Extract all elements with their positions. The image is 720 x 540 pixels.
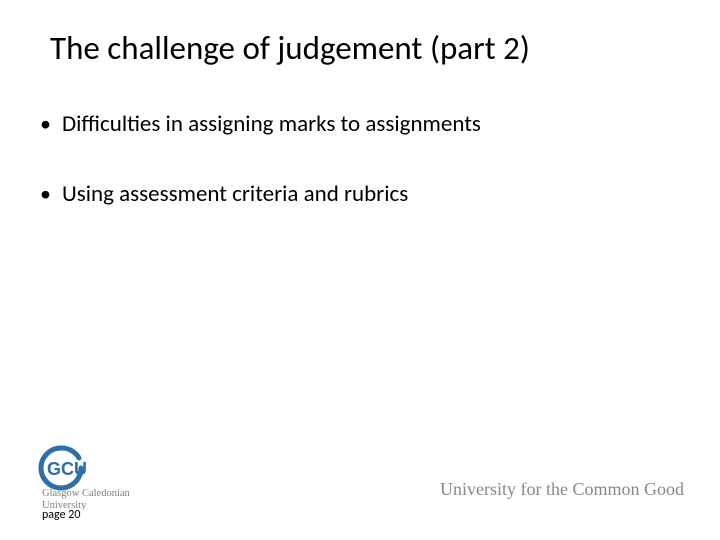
logo-block: GCU Glasgow Caledonian University page 2…	[36, 440, 166, 522]
gcu-logo-icon: GCU Glasgow Caledonian University	[36, 440, 166, 510]
page-number: page 20	[42, 508, 80, 522]
tagline-text: University for the Common Good	[440, 479, 684, 522]
slide-title: The challenge of judgement (part 2)	[50, 28, 684, 68]
logo-name-line1: Glasgow Caledonian	[42, 488, 131, 499]
slide-footer: GCU Glasgow Caledonian University page 2…	[36, 440, 684, 522]
bullet-item: Using assessment criteria and rubrics	[40, 180, 684, 208]
logo-abbrev: GCU	[47, 459, 87, 479]
slide-container: The challenge of judgement (part 2) Diff…	[0, 0, 720, 540]
bullet-item: Difficulties in assigning marks to assig…	[40, 110, 684, 138]
bullet-list: Difficulties in assigning marks to assig…	[36, 110, 684, 208]
